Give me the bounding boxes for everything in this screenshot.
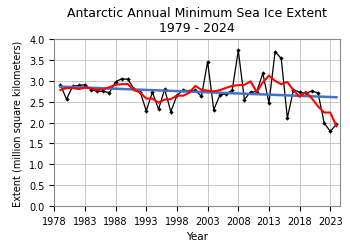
Y-axis label: Extent (million square kilometers): Extent (million square kilometers) — [13, 40, 23, 206]
Title: Antarctic Annual Minimum Sea Ice Extent
1979 - 2024: Antarctic Annual Minimum Sea Ice Extent … — [67, 7, 327, 35]
X-axis label: Year: Year — [186, 232, 208, 241]
